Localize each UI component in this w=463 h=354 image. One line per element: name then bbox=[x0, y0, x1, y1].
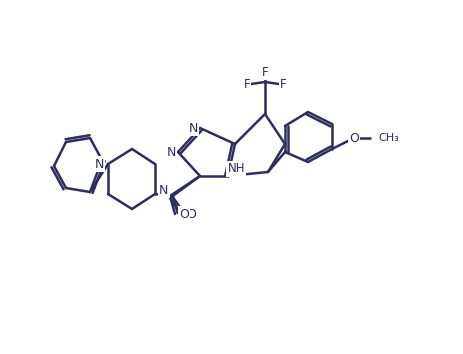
Text: O: O bbox=[348, 131, 358, 144]
Text: O: O bbox=[186, 207, 195, 221]
Text: N: N bbox=[188, 121, 198, 135]
Text: CH₃: CH₃ bbox=[377, 133, 398, 143]
Text: N: N bbox=[159, 183, 168, 196]
Text: F: F bbox=[279, 78, 286, 91]
Text: N: N bbox=[166, 145, 175, 159]
Text: NH: NH bbox=[227, 162, 244, 176]
Text: N: N bbox=[94, 158, 104, 171]
Text: O: O bbox=[179, 207, 188, 221]
Text: F: F bbox=[261, 65, 268, 79]
Text: F: F bbox=[243, 78, 250, 91]
